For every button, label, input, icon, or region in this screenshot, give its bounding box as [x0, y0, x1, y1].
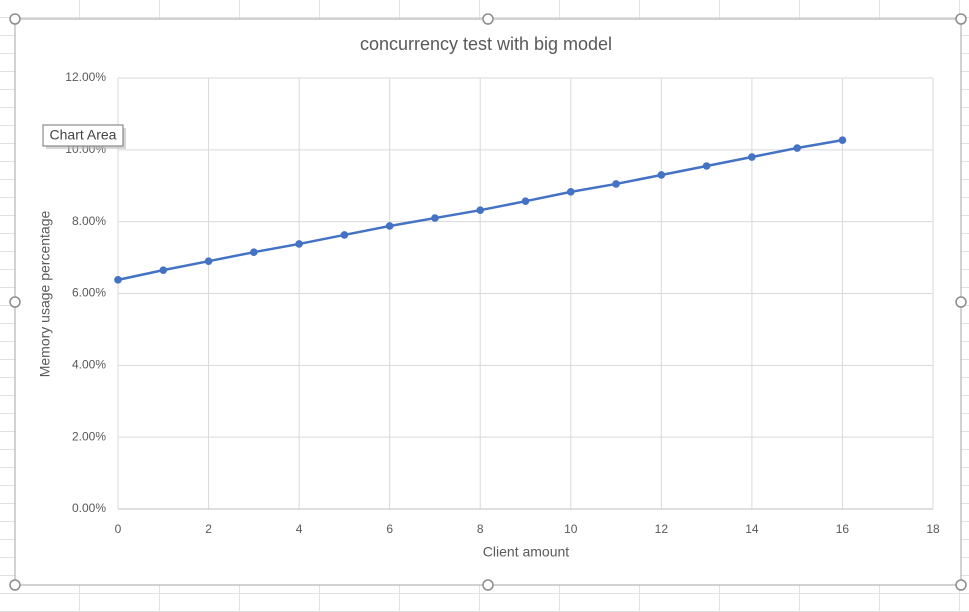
chart-title: concurrency test with big model: [360, 34, 612, 54]
data-point: [521, 197, 530, 205]
data-point: [566, 188, 575, 196]
data-point: [838, 136, 847, 144]
y-tick-label: 2.00%: [72, 429, 106, 443]
chart-area[interactable]: [14, 18, 962, 586]
resize-handles[interactable]: [9, 13, 967, 591]
x-tick-label: 16: [836, 522, 850, 536]
data-point: [295, 240, 303, 248]
data-point: [612, 180, 620, 188]
x-tick-label: 4: [296, 522, 303, 536]
y-tick-label: 12.00%: [65, 70, 106, 84]
y-tick-label: 0.00%: [72, 501, 106, 515]
data-point: [702, 162, 711, 170]
data-point: [250, 248, 258, 256]
x-tick-label: 0: [115, 522, 122, 536]
data-point: [748, 153, 756, 161]
data-point: [431, 214, 439, 222]
x-tick-label: 18: [926, 522, 940, 536]
data-point: [476, 206, 485, 214]
data-point: [340, 231, 349, 239]
data-point: [159, 266, 168, 274]
y-tick-label: 8.00%: [72, 214, 106, 228]
data-point: [657, 171, 666, 179]
tooltip: Chart Area: [42, 124, 126, 149]
plot-area: 0.00%2.00%4.00%6.00%8.00%10.00%12.00%0 2 4…: [65, 70, 940, 536]
data-point: [114, 276, 122, 284]
x-axis-label: Client amount: [483, 544, 569, 560]
x-tick-label: 10: [564, 522, 578, 536]
data-point: [793, 144, 801, 152]
x-tick-label: 12: [655, 522, 669, 536]
x-tick-label: 6: [386, 522, 393, 536]
data-point: [385, 222, 394, 230]
x-tick-label: 14: [745, 522, 759, 536]
y-tick-label: 4.00%: [72, 358, 106, 372]
x-tick-label: 2: [205, 522, 212, 536]
tooltip-text: Chart Area: [50, 127, 117, 143]
data-point: [204, 257, 213, 265]
x-tick-label: 8: [477, 522, 484, 536]
y-axis-label: Memory usage percentage: [37, 211, 53, 378]
y-tick-label: 6.00%: [72, 286, 106, 300]
